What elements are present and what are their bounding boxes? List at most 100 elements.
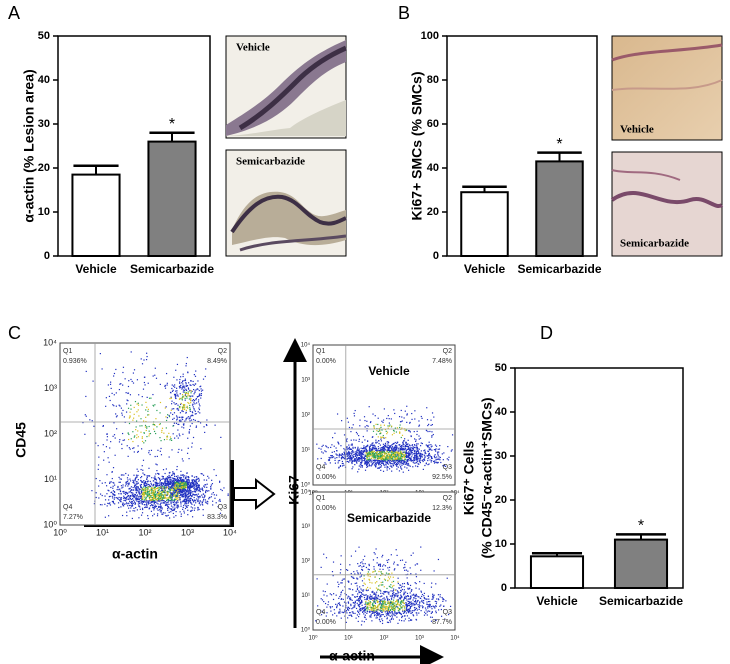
- event-dot: [381, 606, 383, 608]
- event-dot: [337, 441, 339, 443]
- event-dot: [376, 601, 378, 604]
- event-dot: [348, 614, 350, 617]
- event-dot: [333, 593, 335, 595]
- event-dot: [219, 498, 221, 501]
- event-dot: [188, 481, 190, 483]
- event-dot: [160, 487, 162, 489]
- event-dot: [369, 460, 371, 462]
- event-dot: [405, 429, 408, 431]
- event-dot: [358, 454, 360, 456]
- event-dot: [181, 398, 183, 400]
- event-dot: [140, 479, 142, 482]
- event-dot: [177, 429, 179, 431]
- event-dot: [191, 516, 194, 518]
- event-dot: [357, 620, 359, 623]
- event-dot: [408, 463, 410, 465]
- event-dot: [407, 587, 409, 589]
- event-dot: [189, 487, 192, 489]
- event-dot: [138, 500, 140, 503]
- event-dot: [413, 459, 416, 461]
- event-dot: [205, 502, 208, 504]
- event-dot: [124, 493, 127, 496]
- event-dot: [98, 497, 100, 499]
- event-dot: [396, 462, 398, 464]
- event-dot: [391, 447, 393, 450]
- event-dot: [135, 488, 137, 491]
- event-dot: [183, 483, 186, 485]
- event-dot: [134, 510, 136, 512]
- event-dot: [408, 447, 410, 449]
- event-dot: [179, 485, 181, 487]
- x-tick-label: Semicarbazide: [517, 262, 601, 276]
- event-dot: [180, 513, 182, 515]
- event-dot: [182, 481, 184, 483]
- event-dot: [168, 414, 170, 417]
- event-dot: [197, 499, 199, 501]
- event-dot: [201, 503, 203, 505]
- event-dot: [127, 399, 129, 402]
- event-dot: [202, 489, 204, 492]
- event-dot: [347, 601, 349, 603]
- event-dot: [379, 430, 381, 432]
- event-dot: [393, 605, 395, 607]
- event-dot: [347, 452, 349, 454]
- event-dot: [129, 494, 131, 497]
- event-dot: [188, 487, 191, 489]
- event-dot: [371, 448, 374, 450]
- event-dot: [166, 478, 169, 480]
- event-dot: [400, 409, 402, 412]
- event-dot: [387, 613, 389, 615]
- event-dot: [182, 506, 184, 509]
- event-dot: [366, 445, 368, 447]
- event-dot: [109, 502, 111, 504]
- event-dot: [374, 592, 376, 594]
- event-dot: [337, 460, 340, 462]
- event-dot: [370, 448, 372, 450]
- event-dot: [375, 611, 378, 613]
- micrograph: Semicarbazide: [610, 151, 724, 257]
- event-dot: [190, 392, 192, 394]
- event-dot: [349, 599, 351, 601]
- event-dot: [435, 605, 437, 608]
- event-dot: [405, 441, 407, 443]
- event-dot: [198, 399, 200, 401]
- event-dot: [187, 483, 189, 485]
- event-dot: [101, 482, 103, 484]
- event-dot: [416, 609, 418, 611]
- event-dot: [363, 616, 366, 618]
- event-dot: [370, 616, 372, 618]
- event-dot: [193, 500, 195, 502]
- event-dot: [368, 458, 370, 460]
- event-dot: [146, 396, 148, 398]
- event-dot: [377, 423, 379, 426]
- event-dot: [423, 449, 425, 452]
- event-dot: [123, 495, 125, 497]
- event-dot: [182, 416, 184, 418]
- event-dot: [424, 611, 426, 613]
- event-dot: [201, 496, 204, 498]
- event-dot: [439, 594, 441, 596]
- event-dot: [190, 397, 192, 400]
- event-dot: [351, 611, 353, 613]
- event-dot: [394, 610, 396, 612]
- event-dot: [127, 492, 129, 494]
- event-dot: [381, 620, 384, 622]
- event-dot: [438, 458, 440, 460]
- event-dot: [159, 500, 161, 502]
- event-dot: [182, 490, 184, 492]
- event-dot: [132, 372, 135, 374]
- event-dot: [192, 414, 194, 417]
- event-dot: [158, 487, 160, 489]
- event-dot: [414, 595, 416, 598]
- event-dot: [132, 382, 135, 384]
- event-dot: [375, 607, 377, 609]
- event-dot: [415, 445, 417, 447]
- event-dot: [372, 591, 374, 594]
- event-dot: [406, 444, 408, 446]
- event-dot: [419, 453, 421, 456]
- event-dot: [386, 446, 388, 448]
- event-dot: [188, 395, 190, 397]
- event-dot: [148, 490, 150, 492]
- event-dot: [378, 450, 381, 453]
- event-dot: [351, 444, 353, 446]
